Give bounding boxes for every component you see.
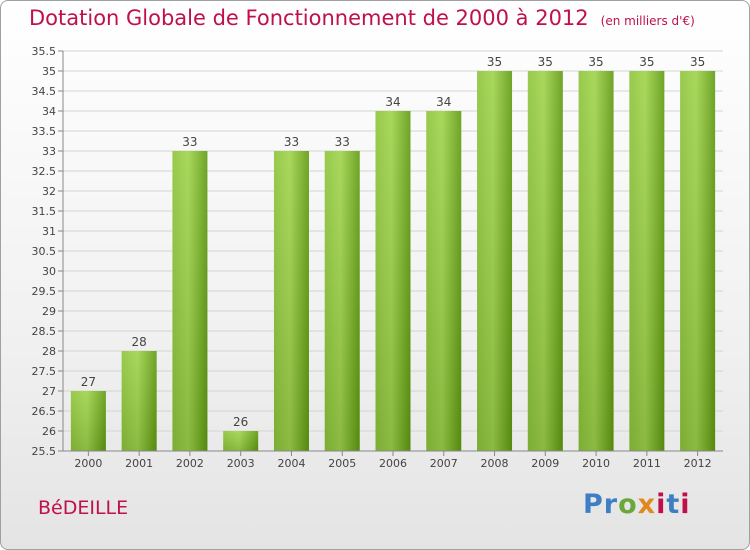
x-tick-label-2011: 2011	[633, 457, 661, 470]
y-tick-label: 26	[42, 425, 56, 438]
x-tick-label-2006: 2006	[379, 457, 407, 470]
y-tick-label: 27	[42, 385, 56, 398]
value-label-2004: 33	[284, 135, 299, 149]
value-label-2010: 35	[588, 55, 603, 69]
y-tick-label: 26.5	[32, 405, 57, 418]
y-tick-label: 28	[42, 345, 56, 358]
bar-shade-2004	[273, 151, 309, 451]
bar-shade-2012	[680, 71, 716, 451]
bar-shade-2003	[223, 431, 259, 451]
y-tick-label: 31.5	[32, 205, 57, 218]
axis-layer: 25.5 26 26.5 27 27.5 28 28.5 29 29.5 30 30.5 31 31.5…	[32, 45, 723, 470]
value-label-2007: 34	[436, 95, 451, 109]
y-tick-label: 31	[42, 225, 56, 238]
x-tick-label-2007: 2007	[430, 457, 458, 470]
bar-shade-2011	[629, 71, 665, 451]
y-tick-label: 34.5	[32, 85, 57, 98]
bar-shade-2002	[172, 151, 208, 451]
value-label-2005: 33	[335, 135, 350, 149]
bar-shade-2007	[426, 111, 462, 451]
value-label-2008: 35	[487, 55, 502, 69]
bar-shade-2001	[121, 351, 157, 451]
value-label-2001: 28	[132, 335, 147, 349]
x-tick-label-2009: 2009	[531, 457, 559, 470]
value-label-2002: 33	[182, 135, 197, 149]
y-tick-label: 34	[42, 105, 56, 118]
y-tick-label: 30.5	[32, 245, 57, 258]
chart-title: Dotation Globale de Fonctionnement de 20…	[29, 6, 695, 30]
x-tick-label-2010: 2010	[582, 457, 610, 470]
y-tick-label: 33	[42, 145, 56, 158]
x-tick-label-2003: 2003	[227, 457, 255, 470]
y-tick-label: 32	[42, 185, 56, 198]
x-tick-label-2000: 2000	[74, 457, 102, 470]
value-label-2012: 35	[690, 55, 705, 69]
value-label-2009: 35	[538, 55, 553, 69]
y-tick-label: 27.5	[32, 365, 57, 378]
x-tick-label-2008: 2008	[481, 457, 509, 470]
x-tick-label-2004: 2004	[277, 457, 305, 470]
bar-shade-2010	[578, 71, 614, 451]
commune-name: BéDEILLE	[38, 497, 129, 519]
y-tick-label: 28.5	[32, 325, 57, 338]
x-tick-label-2012: 2012	[684, 457, 712, 470]
x-tick-label-2002: 2002	[176, 457, 204, 470]
value-label-2006: 34	[385, 95, 400, 109]
chart-title-text: Dotation Globale de Fonctionnement de 20…	[29, 6, 589, 30]
value-label-2000: 27	[81, 375, 96, 389]
bar-shade-2006	[375, 111, 411, 451]
value-label-2011: 35	[639, 55, 654, 69]
x-tick-label-2005: 2005	[328, 457, 356, 470]
value-label-2003: 26	[233, 415, 248, 429]
y-tick-label: 29	[42, 305, 56, 318]
chart-subtitle: (en milliers d'€)	[600, 14, 695, 28]
y-tick-label: 35.5	[32, 45, 57, 58]
proxiti-logo: Proxiti	[583, 489, 691, 520]
y-tick-label: 30	[42, 265, 56, 278]
bar-shade-2009	[527, 71, 563, 451]
y-tick-label: 33.5	[32, 125, 57, 138]
y-tick-label: 32.5	[32, 165, 57, 178]
bar-shade-2000	[70, 391, 106, 451]
y-tick-label: 29.5	[32, 285, 57, 298]
bar-layer: 27 28 33 26 33 33 34 34 35 35 35 35 35	[70, 55, 716, 451]
bar-shade-2008	[477, 71, 513, 451]
y-tick-label: 25.5	[32, 445, 57, 458]
y-tick-label: 35	[42, 65, 56, 78]
x-tick-label-2001: 2001	[125, 457, 153, 470]
bar-shade-2005	[324, 151, 360, 451]
